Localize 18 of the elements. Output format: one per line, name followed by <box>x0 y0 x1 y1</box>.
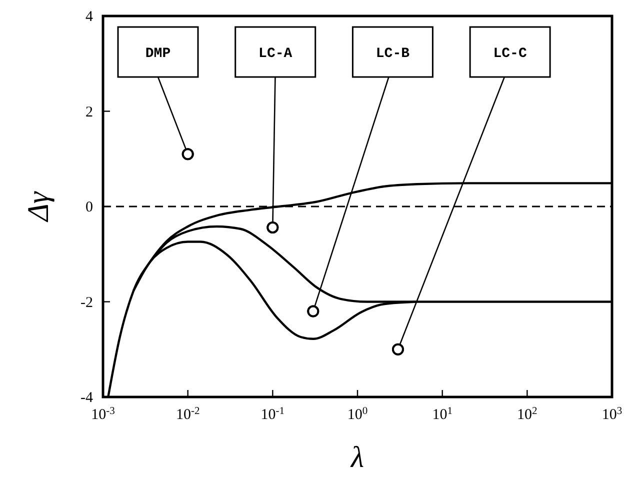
x-tick-label: 10$^{-1}$ <box>260 406 285 423</box>
y-tick-label: 2 <box>86 104 93 120</box>
x-tick-label: 10$^{1}$ <box>432 406 452 423</box>
annotation: LC-A <box>258 46 293 62</box>
y-tick-label: -4 <box>80 390 94 406</box>
x-tick-label: 10$^{-3}$ <box>91 406 115 423</box>
y-tick-label: 4 <box>86 9 94 25</box>
x-tick-label: 10$^{3}$ <box>602 406 622 423</box>
annotation: DMP <box>145 46 171 62</box>
y-tick-label: 0 <box>86 200 93 216</box>
annotation: LC-B <box>376 46 410 62</box>
y-axis-title: Δγ <box>22 190 55 222</box>
x-tick-label: 10$^{-2}$ <box>176 406 200 423</box>
y-tick-label: -2 <box>80 294 93 311</box>
x-tick-label: 10$^{0}$ <box>347 406 368 423</box>
annotation: LC-C <box>493 46 528 62</box>
x-tick-label: 10$^{2}$ <box>517 406 538 423</box>
x-axis-title: λ <box>350 441 364 474</box>
